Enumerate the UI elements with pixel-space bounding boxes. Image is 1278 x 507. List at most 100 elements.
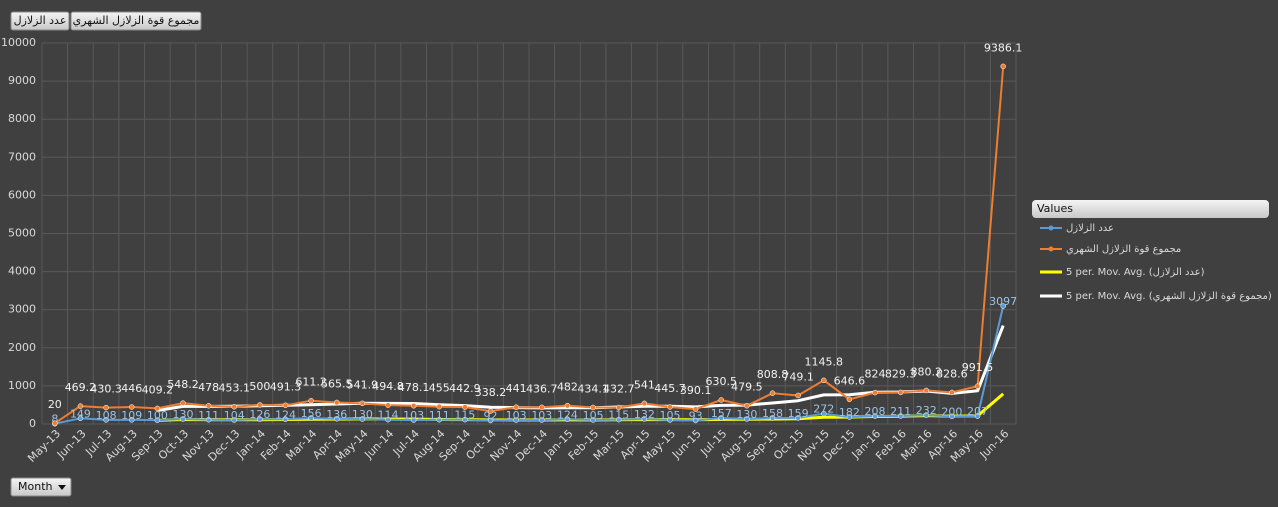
data-label: 646.6 [834,374,866,387]
data-label: 482 [557,381,578,394]
data-label: 136 [326,408,347,421]
data-label: 478 [198,381,219,394]
data-label: 149 [70,407,91,420]
point [974,383,981,389]
data-label: 126 [249,408,270,421]
data-label: 272 [813,403,834,416]
data-label: 100 [147,409,168,422]
legend-header [1032,200,1269,218]
point [205,417,212,423]
legend-label: عدد الزلازل [1066,223,1114,234]
data-label: 200 [941,405,962,418]
point [436,403,443,410]
axis-field-button[interactable]: Month [10,477,72,497]
point [744,402,750,409]
data-label: 208 [865,405,886,418]
data-label: 991.5 [962,361,994,374]
point [846,414,853,420]
point [462,416,468,423]
point [257,402,263,408]
dropdown-arrow[interactable] [58,485,66,490]
data-label: 630.5 [705,375,737,388]
data-label: 103 [506,409,527,422]
field-button-label[interactable]: مجموع قوة الزلازل الشهري [73,14,200,27]
y-tick-label: 7000 [8,150,36,163]
point [590,404,596,411]
point [205,403,212,409]
data-label: 409.2 [142,383,174,396]
data-label: 132 [634,408,655,421]
point [718,415,724,421]
y-tick-label: 3000 [8,303,36,316]
data-label: 446 [121,382,142,395]
point [795,392,801,399]
y-tick-label: 5000 [8,227,36,240]
point [385,402,391,408]
point [103,404,109,411]
point [128,417,135,423]
point [513,417,519,423]
data-label: 494.8 [372,380,404,393]
data-label: 455 [429,382,450,395]
point [897,389,904,396]
field-button[interactable]: مجموع قوة الزلازل الشهري [70,11,202,31]
data-label: 478.1 [398,381,430,394]
point [436,417,443,423]
data-label: 130 [736,408,757,421]
point [410,417,417,423]
point [385,416,391,423]
data-label: 124 [275,408,296,421]
data-label: 469.2 [65,381,97,394]
point [487,408,494,414]
axis-field-label[interactable]: Month [18,480,53,493]
point [615,416,622,423]
point [282,402,289,409]
point [615,404,622,411]
data-label: 442.9 [449,382,481,395]
point [77,415,84,422]
data-label: 390.1 [680,384,712,397]
y-tick-label: 1000 [8,379,36,392]
legend-label: 5 per. Mov. Avg. (مجموع قوة الزلازل الشه… [1066,291,1272,302]
point [334,416,340,422]
data-label: 445.7 [654,382,686,395]
data-label: 880.2 [911,365,943,378]
data-label: 158 [762,407,783,420]
point [590,417,596,423]
data-label: 111 [429,409,450,422]
point [513,404,519,410]
data-label: 159 [788,407,809,420]
data-label: 453.1 [218,382,250,395]
y-tick-label: 9000 [8,74,36,87]
data-label: 114 [378,409,399,422]
point [564,402,571,409]
data-label: 104 [224,409,245,422]
y-tick-label: 10000 [1,36,36,49]
point [949,413,955,420]
y-tick-label: 6000 [8,188,36,201]
point [564,416,571,423]
point [667,404,673,410]
data-label: 105 [659,409,680,422]
data-label: 338.2 [475,386,507,399]
field-button-label[interactable]: عدد الزلازل [14,14,67,27]
point [359,416,366,422]
point [154,417,161,423]
legend: Values [1032,200,1269,218]
field-button[interactable]: عدد الزلازل [10,11,70,31]
data-label: 565.5 [321,377,353,390]
data-label: 828.6 [936,367,968,380]
legend-marker [1048,246,1054,252]
series-line [54,66,1005,425]
data-label: 491.3 [270,380,302,393]
data-label: 541 [634,378,655,391]
point [308,415,314,421]
data-label: 103 [403,409,424,422]
legend-marker [1048,225,1054,231]
y-tick-label: 0 [29,417,36,430]
data-label: 124 [557,408,578,421]
point [462,404,468,410]
point [949,389,955,396]
data-label: 232 [916,404,937,417]
point [795,415,801,421]
